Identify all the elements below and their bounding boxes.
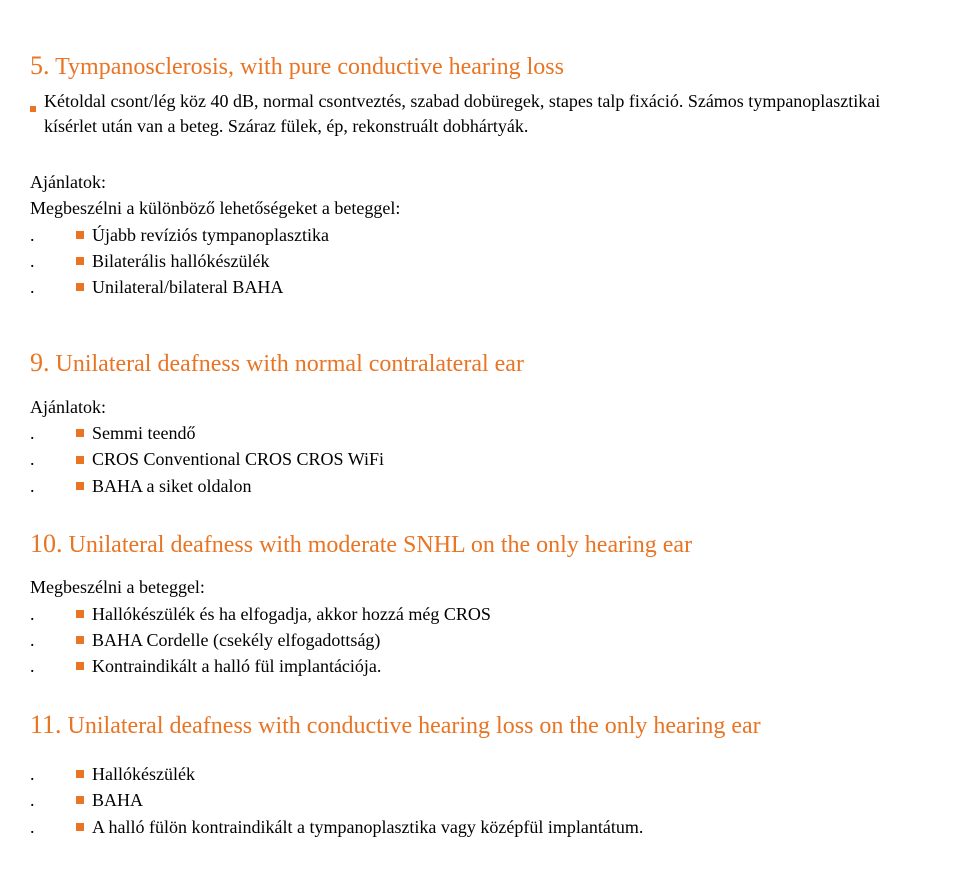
section-9-number: 9.: [30, 348, 50, 377]
section-9-heading: 9. Unilateral deafness with normal contr…: [30, 345, 930, 380]
period-marker: .: [30, 421, 76, 445]
section-5-heading: 5. Tympanosclerosis, with pure conductiv…: [30, 48, 930, 83]
square-bullet-icon: [76, 796, 84, 804]
list-item: . BAHA: [30, 788, 930, 812]
period-marker: .: [30, 474, 76, 498]
list-item: . Bilaterális hallókészülék: [30, 249, 930, 273]
list-item: . A halló fülön kontraindikált a tympano…: [30, 815, 930, 839]
section-5-paragraph-row: Kétoldal csont/lég köz 40 dB, normal cso…: [30, 89, 930, 152]
period-marker: .: [30, 223, 76, 247]
item-text: A halló fülön kontraindikált a tympanopl…: [92, 815, 643, 839]
period-marker: .: [30, 762, 76, 786]
list-item: . Semmi teendő: [30, 421, 930, 445]
square-bullet-icon: [76, 231, 84, 239]
square-bullet-icon: [76, 823, 84, 831]
square-bullet-icon: [76, 610, 84, 618]
period-marker: .: [30, 815, 76, 839]
period-marker: .: [30, 249, 76, 273]
section-9-label: Ajánlatok:: [30, 395, 930, 419]
item-text: BAHA: [92, 788, 143, 812]
square-bullet-icon: [76, 636, 84, 644]
period-marker: .: [30, 628, 76, 652]
square-bullet-icon: [76, 429, 84, 437]
item-text: CROS Conventional CROS CROS WiFi: [92, 447, 384, 471]
item-text: Hallókészülék és ha elfogadja, akkor hoz…: [92, 602, 491, 626]
item-text: Bilaterális hallókészülék: [92, 249, 269, 273]
section-5-sublabel: Megbeszélni a különböző lehetőségeket a …: [30, 196, 930, 220]
section-11-heading: 11. Unilateral deafness with conductive …: [30, 707, 930, 742]
square-bullet-icon: [76, 770, 84, 778]
period-marker: .: [30, 654, 76, 678]
bullet-icon: [30, 89, 44, 120]
item-text: BAHA Cordelle (csekély elfogadottság): [92, 628, 380, 652]
section-10-title: Unilateral deafness with moderate SNHL o…: [63, 532, 693, 558]
square-bullet-icon: [76, 662, 84, 670]
section-10-number: 10.: [30, 529, 63, 558]
section-9-title: Unilateral deafness with normal contrala…: [50, 351, 524, 377]
item-text: Unilateral/bilateral BAHA: [92, 275, 283, 299]
list-item: . Kontraindikált a halló fül implantáció…: [30, 654, 930, 678]
section-5-paragraph: Kétoldal csont/lég köz 40 dB, normal cso…: [44, 89, 930, 138]
item-text: Semmi teendő: [92, 421, 195, 445]
list-item: . Hallókészülék: [30, 762, 930, 786]
list-item: . Hallókészülék és ha elfogadja, akkor h…: [30, 602, 930, 626]
list-item: . Újabb revíziós tympanoplasztika: [30, 223, 930, 247]
period-marker: .: [30, 788, 76, 812]
square-bullet-icon: [76, 283, 84, 291]
square-bullet-icon: [76, 456, 84, 464]
item-text: Kontraindikált a halló fül implantációja…: [92, 654, 381, 678]
item-text: Újabb revíziós tympanoplasztika: [92, 223, 329, 247]
section-10-label: Megbeszélni a beteggel:: [30, 575, 930, 599]
period-marker: .: [30, 602, 76, 626]
section-10-heading: 10. Unilateral deafness with moderate SN…: [30, 526, 930, 561]
period-marker: .: [30, 275, 76, 299]
section-5-number: 5.: [30, 51, 50, 80]
section-11-title: Unilateral deafness with conductive hear…: [62, 713, 761, 739]
item-text: BAHA a siket oldalon: [92, 474, 252, 498]
list-item: . BAHA Cordelle (csekély elfogadottság): [30, 628, 930, 652]
period-marker: .: [30, 447, 76, 471]
list-item: . CROS Conventional CROS CROS WiFi: [30, 447, 930, 471]
list-item: . BAHA a siket oldalon: [30, 474, 930, 498]
square-bullet-icon: [76, 482, 84, 490]
section-11-number: 11.: [30, 710, 62, 739]
item-text: Hallókészülék: [92, 762, 195, 786]
list-item: . Unilateral/bilateral BAHA: [30, 275, 930, 299]
square-bullet-icon: [76, 257, 84, 265]
section-5-label: Ajánlatok:: [30, 170, 930, 194]
section-5-title: Tympanosclerosis, with pure conductive h…: [50, 54, 564, 80]
